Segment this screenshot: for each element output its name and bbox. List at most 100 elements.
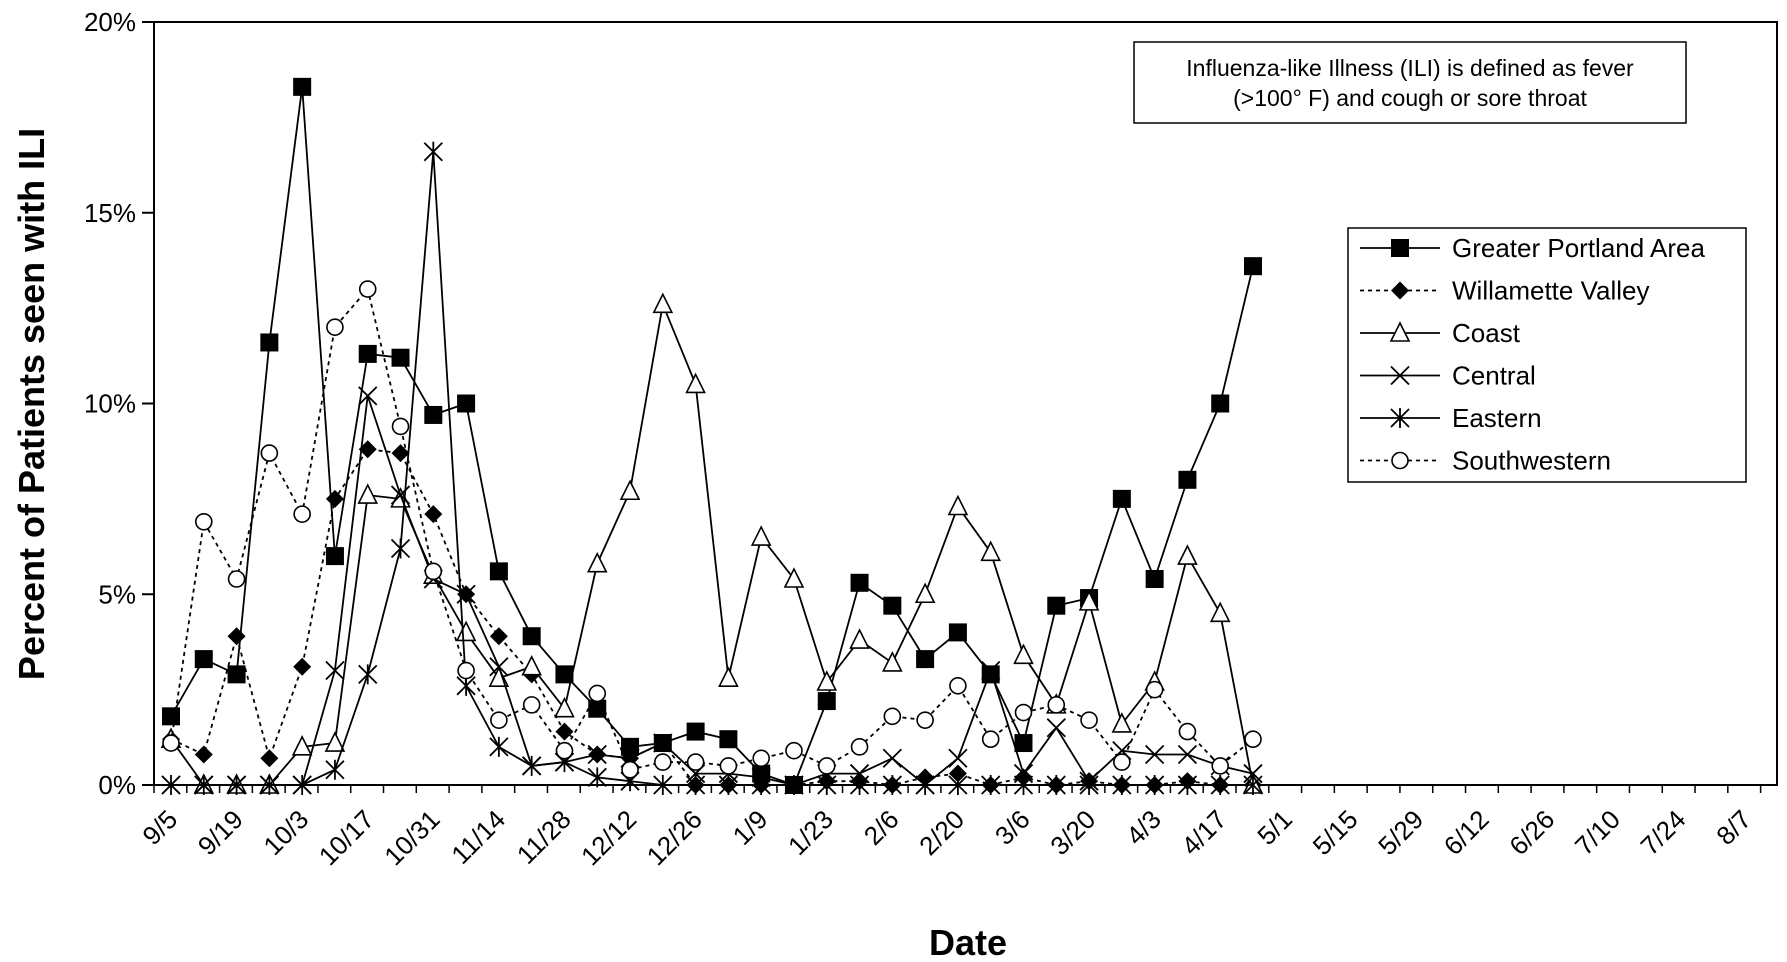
x-tick-label: 4/3 [1120, 804, 1167, 851]
data-point [588, 699, 607, 718]
x-tick-label: 10/3 [257, 804, 314, 861]
legend-marker [1391, 281, 1409, 300]
data-point [980, 540, 1001, 562]
data-point [457, 394, 476, 413]
data-point [489, 657, 509, 677]
data-point [1144, 744, 1165, 765]
data-point [490, 711, 508, 729]
data-point [1243, 775, 1263, 795]
x-tick-label: 6/26 [1503, 804, 1560, 861]
data-point [619, 479, 641, 501]
note-line-1: Influenza-like Illness (ILI) is defined … [1186, 55, 1634, 81]
data-point [1178, 722, 1197, 741]
data-point [981, 730, 1000, 749]
data-point [914, 582, 936, 604]
data-point [455, 620, 477, 642]
data-point [358, 344, 377, 363]
data-point [686, 753, 705, 771]
data-point [1112, 489, 1131, 508]
data-point [293, 77, 312, 96]
series-line [170, 287, 1254, 771]
data-point [1080, 711, 1098, 729]
data-point [1210, 775, 1230, 795]
x-tick-label: 2/6 [858, 804, 905, 851]
data-point [686, 722, 705, 741]
data-point [292, 775, 312, 795]
legend-item: Southwestern [1360, 446, 1611, 476]
x-tick-label: 10/31 [378, 804, 445, 871]
x-tick-label: 2/20 [913, 804, 970, 861]
data-point [882, 775, 902, 795]
data-point [883, 596, 902, 615]
data-point [358, 664, 378, 685]
x-tick-label: 9/19 [192, 804, 249, 861]
data-point [227, 665, 246, 684]
data-point [621, 737, 640, 756]
data-point [194, 745, 213, 764]
legend-item: Greater Portland Area [1360, 233, 1705, 263]
data-point [161, 775, 181, 795]
data-point [260, 444, 279, 462]
data-point [718, 775, 739, 795]
x-tick-label: 5/1 [1251, 804, 1298, 851]
data-point [652, 292, 674, 314]
data-point [1112, 775, 1132, 795]
data-point [1046, 718, 1066, 738]
legend-item: Coast [1360, 318, 1521, 348]
data-point [555, 741, 574, 760]
data-point [489, 736, 509, 757]
series-layer [160, 77, 1264, 795]
data-point [555, 722, 574, 741]
data-point [849, 628, 870, 649]
data-point [325, 759, 345, 780]
x-tick-label: 12/26 [641, 804, 708, 871]
data-point [621, 760, 639, 779]
data-point [293, 657, 312, 676]
data-point [948, 623, 967, 642]
data-point [522, 755, 542, 776]
y-tick-label: 10% [84, 389, 136, 419]
legend-label: Central [1452, 361, 1536, 391]
data-point [358, 386, 378, 406]
data-point [685, 775, 706, 795]
data-point [1144, 775, 1165, 795]
series-eastern [161, 141, 1263, 795]
legend-label: Southwestern [1452, 446, 1611, 476]
data-point [555, 665, 574, 684]
data-point [948, 775, 968, 795]
data-point [586, 551, 608, 573]
y-tick-label: 20% [84, 7, 136, 37]
data-point [850, 573, 869, 592]
data-point [521, 654, 542, 676]
data-point [882, 651, 903, 672]
data-point [916, 711, 934, 729]
data-point [685, 372, 706, 394]
legend-marker [1391, 451, 1409, 470]
data-point [915, 775, 935, 795]
data-point [1079, 775, 1099, 795]
data-point [1111, 712, 1133, 733]
x-tick-label: 7/24 [1634, 804, 1691, 861]
data-point [424, 505, 443, 524]
data-point [1209, 601, 1231, 623]
data-point [260, 333, 279, 352]
x-tick-label: 11/14 [445, 804, 511, 870]
data-point [390, 538, 411, 559]
data-point [587, 767, 607, 788]
data-point [948, 764, 967, 783]
data-point [226, 775, 247, 795]
data-point [326, 318, 344, 337]
data-point [718, 666, 739, 687]
data-point [587, 744, 607, 765]
data-point [390, 485, 411, 505]
data-point [424, 562, 443, 581]
x-tick-label: 9/5 [136, 804, 183, 851]
data-point [783, 567, 805, 588]
y-axis: 0% 5% 10% 15% 20% [84, 7, 154, 800]
data-point [817, 757, 836, 775]
data-point [1145, 569, 1164, 588]
x-tick-label: 5/15 [1307, 804, 1364, 861]
data-point [1244, 730, 1262, 749]
